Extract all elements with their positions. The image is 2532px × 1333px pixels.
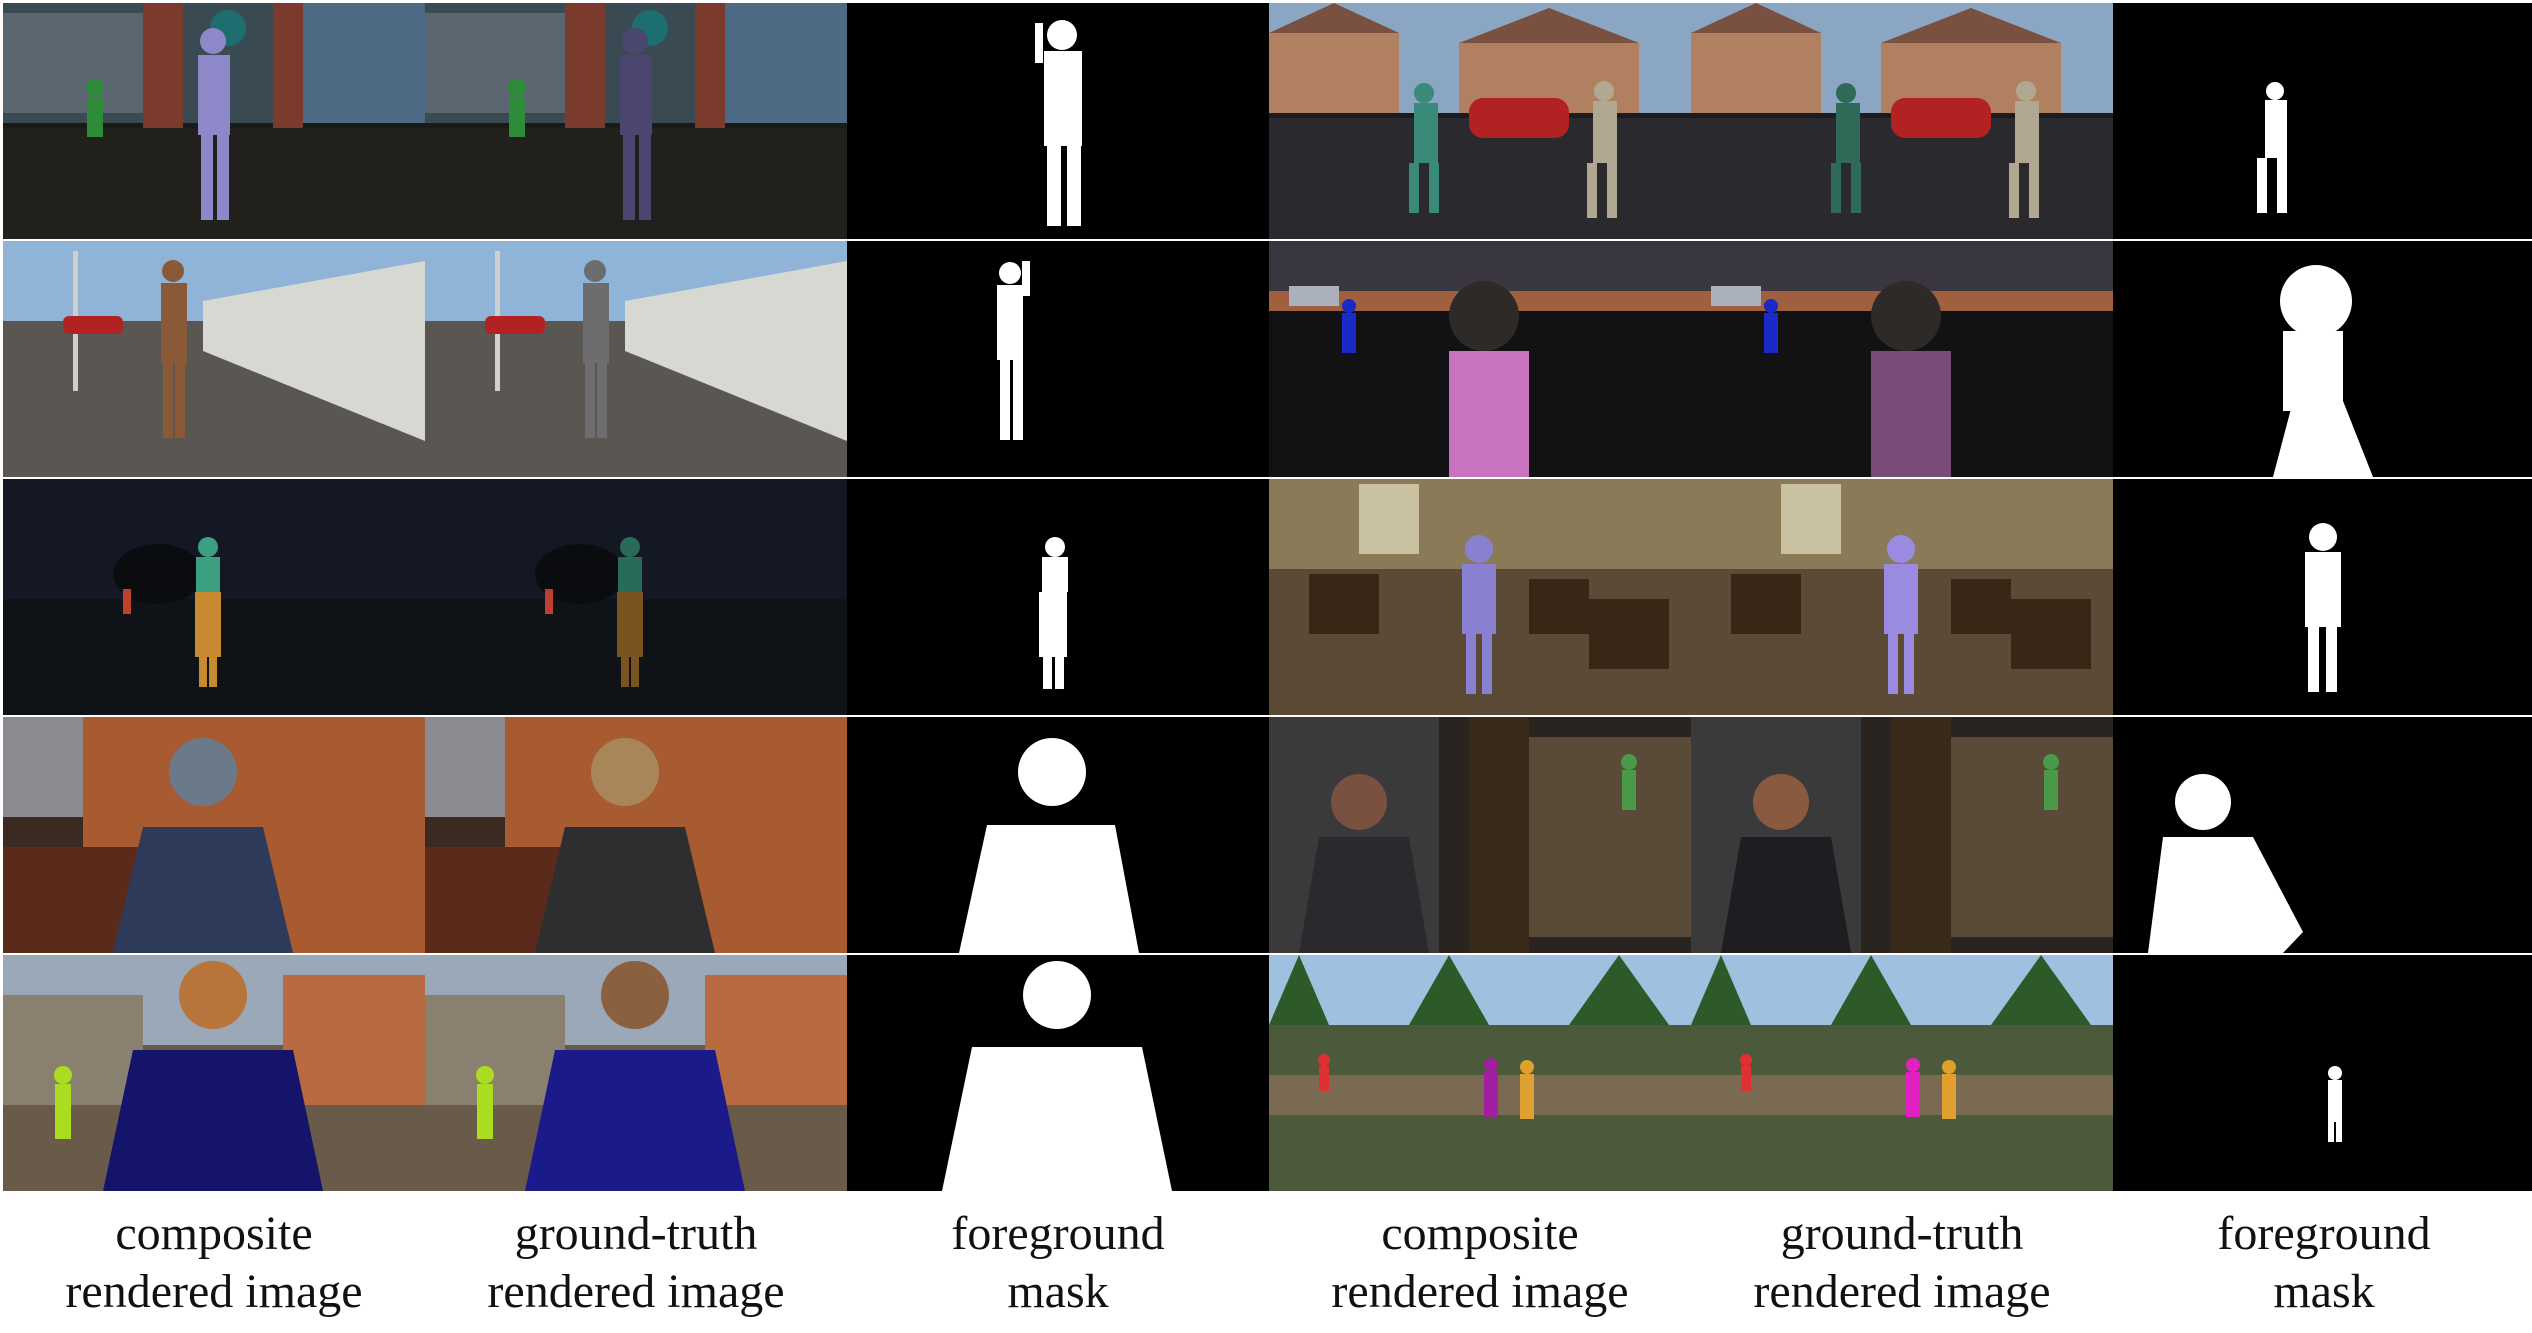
person-silhouette-icon [2113,3,2532,239]
hallway-scene-icon [1691,717,2113,953]
row5-groundtruth-image [425,955,847,1191]
caption-col4-line1: composite [1381,1207,1579,1260]
night-scene-icon [3,479,425,715]
person-silhouette-icon [847,241,1269,477]
row4-composite-image [3,717,425,953]
person-silhouette-icon [2113,717,2532,953]
caption-col6-line1: foreground [2217,1207,2431,1260]
caption-col1-line2: rendered image [65,1265,363,1318]
row5-composite-image [3,955,425,1191]
caption-col6-line2: mask [2273,1265,2375,1318]
office-scene-icon [3,717,425,953]
courtyard-scene-icon [3,955,425,1191]
caption-col4-line2: rendered image [1331,1265,1629,1318]
caption-col3: foreground mask [847,1205,1269,1321]
row2-groundtruth-image [425,241,847,477]
parking-scene-icon [425,241,847,477]
row1-composite-image-2 [1269,3,1691,239]
caption-col2-line1: ground-truth [514,1207,758,1260]
dusk-scene-icon [1269,241,1691,477]
row1-composite-image [3,3,425,239]
hallway-scene-icon [1269,717,1691,953]
row3-groundtruth-image-2 [1691,479,2113,715]
row5-groundtruth-image-2 [1691,955,2113,1191]
caption-col5-line2: rendered image [1753,1265,2051,1318]
figure-grid [3,3,2532,1191]
plaza-scene-icon [425,3,847,239]
caption-col4: composite rendered image [1269,1205,1691,1321]
row3-composite-image-2 [1269,479,1691,715]
person-silhouette-icon [2113,241,2532,477]
person-silhouette-icon [2113,955,2532,1191]
caption-col5: ground-truth rendered image [1691,1205,2113,1321]
caption-col3-line1: foreground [951,1207,1165,1260]
caption-col2: ground-truth rendered image [425,1205,847,1321]
row4-composite-image-2 [1269,717,1691,953]
row3-groundtruth-image [425,479,847,715]
night-scene-icon [425,479,847,715]
caption-col1: composite rendered image [3,1205,425,1321]
dusk-scene-icon [1691,241,2113,477]
courtyard-scene-icon [425,955,847,1191]
row4-foreground-mask-2 [2113,717,2532,953]
caption-col6: foreground mask [2113,1205,2532,1321]
row3-foreground-mask-2 [2113,479,2532,715]
row2-foreground-mask-2 [2113,241,2532,477]
suburb-scene-icon [1269,3,1691,239]
row1-foreground-mask [847,3,1269,239]
person-silhouette-icon [847,717,1269,953]
row5-composite-image-2 [1269,955,1691,1191]
row2-foreground-mask [847,241,1269,477]
person-silhouette-icon [847,955,1269,1191]
cafe-scene-icon [1691,479,2113,715]
row4-groundtruth-image-2 [1691,717,2113,953]
caption-col2-line2: rendered image [487,1265,785,1318]
caption-col3-line2: mask [1007,1265,1109,1318]
caption-col5-line1: ground-truth [1780,1207,2024,1260]
parking-scene-icon [3,241,425,477]
person-silhouette-icon [847,479,1269,715]
row3-foreground-mask [847,479,1269,715]
person-silhouette-icon [2113,479,2532,715]
row1-foreground-mask-2 [2113,3,2532,239]
plaza-scene-icon [3,3,425,239]
caption-col1-line1: composite [115,1207,313,1260]
office-scene-icon [425,717,847,953]
cafe-scene-icon [1269,479,1691,715]
person-silhouette-icon [847,3,1269,239]
row2-composite-image-2 [1269,241,1691,477]
row3-composite-image [3,479,425,715]
suburb-scene-icon [1691,3,2113,239]
row2-composite-image [3,241,425,477]
forest-scene-icon [1269,955,1691,1191]
row5-foreground-mask-2 [2113,955,2532,1191]
forest-scene-icon [1691,955,2113,1191]
row5-foreground-mask [847,955,1269,1191]
row4-groundtruth-image [425,717,847,953]
row1-groundtruth-image [425,3,847,239]
row4-foreground-mask [847,717,1269,953]
row1-groundtruth-image-2 [1691,3,2113,239]
row2-groundtruth-image-2 [1691,241,2113,477]
